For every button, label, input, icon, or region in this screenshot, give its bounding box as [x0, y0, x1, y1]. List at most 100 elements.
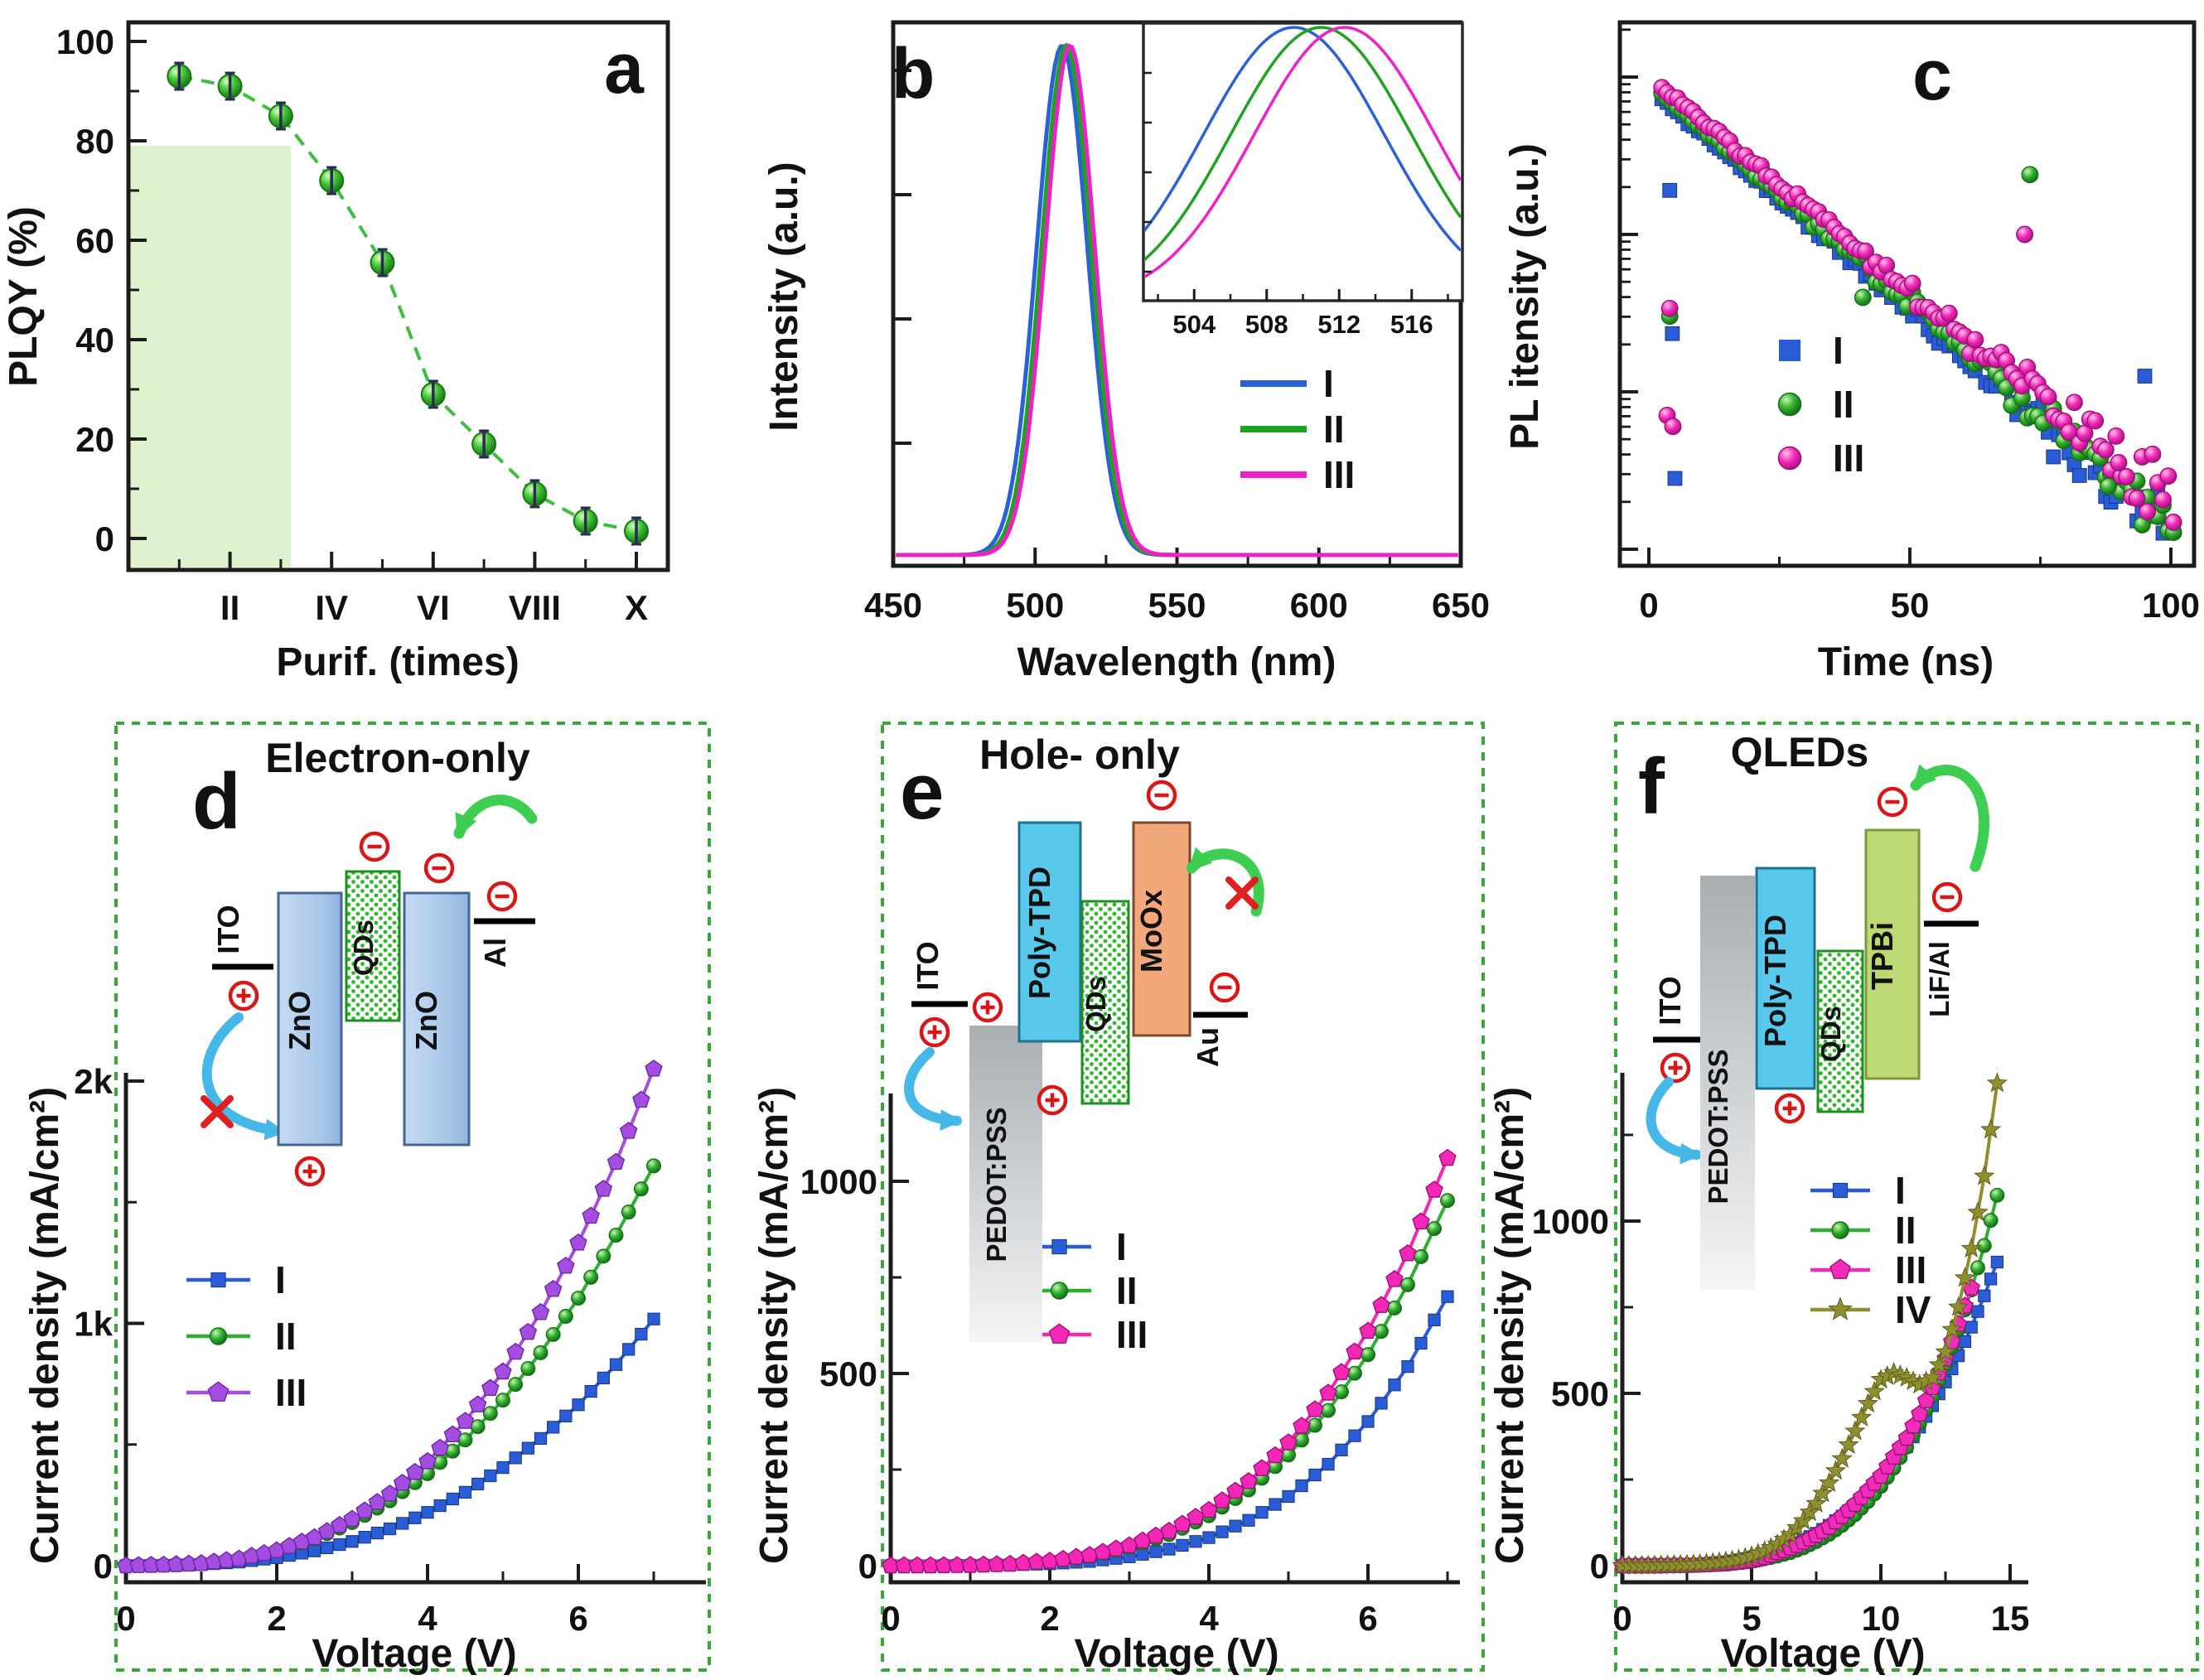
electron-icon: [426, 855, 452, 881]
marker-square: [1242, 1513, 1255, 1527]
marker-pentagon: [393, 1474, 412, 1491]
marker-square: [1189, 1535, 1202, 1548]
legend-label: II: [275, 1315, 297, 1358]
marker-star: [1805, 1492, 1827, 1513]
marker-pentagon: [582, 1206, 600, 1224]
marker-square: [2071, 468, 2087, 483]
marker-pentagon: [1226, 1481, 1245, 1499]
marker-circle: [1966, 331, 1984, 349]
marker-square: [484, 1469, 497, 1483]
tick-label: 2k: [74, 1062, 113, 1101]
marker-square: [1667, 471, 1683, 486]
tick-label: VI: [417, 588, 450, 627]
marker-pentagon: [1359, 1321, 1377, 1340]
marker-pentagon: [431, 1438, 449, 1456]
marker-circle: [545, 1326, 561, 1342]
marker-circle: [470, 1419, 486, 1435]
marker-square: [1322, 1457, 1335, 1471]
marker-star: [1974, 1165, 1995, 1185]
marker-square: [1990, 1255, 2004, 1269]
marker-circle: [1660, 299, 1679, 317]
marker-circle: [1989, 1187, 2005, 1203]
marker-square: [496, 1460, 510, 1475]
marker-star: [1935, 1340, 1956, 1361]
electron-injection-arrow: [453, 794, 538, 839]
marker-pentagon: [1306, 1400, 1324, 1417]
x-axis-label-c: Time (ns): [1818, 640, 1994, 684]
marker-pentagon: [1425, 1180, 1443, 1198]
marker-square: [572, 1398, 585, 1412]
tick-label: VIII: [509, 588, 561, 627]
schematic-qleds: ITO PEDOT:PSS Poly-TPD QDs TPBi LiF/Al: [1646, 764, 1989, 1290]
marker-pentagon: [1346, 1342, 1364, 1360]
marker-circle: [571, 1291, 586, 1306]
marker-square: [1965, 1320, 1978, 1334]
marker-square: [547, 1421, 560, 1434]
schematic-hole-only: ITO PEDOT:PSS Poly-TPD QDs MoOx Au: [904, 782, 1264, 1342]
marker-star: [1831, 1447, 1853, 1468]
marker-circle: [2066, 393, 2083, 412]
marker-circle: [1307, 1417, 1322, 1433]
marker-circle: [2139, 503, 2157, 521]
marker-square: [1308, 1468, 1322, 1482]
electron-icon: [1934, 884, 1960, 910]
marker-circle: [608, 1228, 624, 1243]
marker-star: [1979, 1118, 2002, 1139]
y-axis-label-b: Intensity (a.u.): [762, 162, 806, 431]
marker-pentagon: [1319, 1383, 1337, 1401]
marker-square: [1202, 1531, 1216, 1544]
marker-circle: [633, 1181, 649, 1197]
qds-layer: [345, 870, 401, 1022]
x-axis-label-a: Purif. (times): [276, 640, 519, 684]
marker-circle: [2159, 467, 2177, 485]
marker-square: [1348, 1429, 1361, 1442]
marker-star: [1928, 1354, 1950, 1374]
marker-star: [1960, 1238, 1982, 1258]
marker-circle: [1334, 1384, 1349, 1400]
marker-circle: [2039, 388, 2057, 406]
marker-square: [421, 1506, 434, 1519]
marker-circle: [2096, 441, 2115, 459]
marker-circle: [1940, 304, 1958, 322]
zno-right-label: ZnO: [409, 991, 443, 1050]
panel-title-f: QLEDs: [1731, 729, 1869, 775]
tick-label: 0: [881, 1599, 900, 1638]
marker-pentagon: [557, 1257, 575, 1274]
marker-pentagon: [594, 1180, 613, 1197]
tick-label: 508: [1245, 310, 1288, 339]
marker-pentagon: [1916, 1391, 1936, 1409]
electron-icon: [489, 883, 515, 910]
marker-pentagon: [1829, 1258, 1851, 1279]
au-label: Au: [1191, 1027, 1225, 1067]
marker-circle: [520, 1361, 536, 1376]
hole-icon: [297, 1158, 323, 1185]
inset-chart: 504 508 512 516: [1142, 22, 1464, 339]
marker-circle: [2099, 477, 2117, 495]
tick-label: 500: [1551, 1374, 1609, 1413]
marker-square: [307, 1544, 321, 1557]
marker-square: [1401, 1360, 1414, 1373]
marker-square: [1282, 1489, 1295, 1504]
marker-circle: [1970, 1260, 1985, 1276]
hole-icon: [1776, 1095, 1803, 1122]
tick-label: 1000: [1532, 1202, 1609, 1241]
legend-label: I: [1895, 1169, 1906, 1212]
marker-square: [458, 1485, 472, 1499]
hole-icon: [921, 1019, 948, 1045]
marker-square: [1176, 1538, 1189, 1552]
marker-pentagon: [1412, 1212, 1430, 1230]
marker-square: [1375, 1397, 1388, 1410]
marker-circle: [1374, 1324, 1389, 1340]
schematic-electron-only: ITO ZnO QDs ZnO Al: [201, 794, 538, 1185]
chart-a-generated: 0 20 40 60 80 100 II IV VI VIII X: [56, 20, 670, 627]
tick-label: 100: [2142, 586, 2200, 625]
marker-pentagon: [456, 1412, 475, 1429]
tick-label: 600: [1290, 586, 1348, 625]
series-line: [1144, 26, 1462, 279]
marker-square: [635, 1327, 648, 1341]
marker-square: [1051, 1238, 1067, 1255]
tick-label: 0: [1612, 1599, 1631, 1638]
